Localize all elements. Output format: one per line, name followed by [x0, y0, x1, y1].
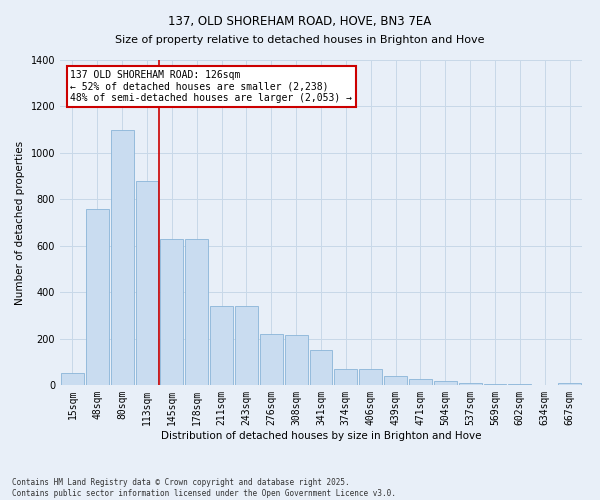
Bar [86, 208, 109, 385]
Bar [111, 130, 134, 385]
Bar [260, 334, 283, 385]
Text: Size of property relative to detached houses in Brighton and Hove: Size of property relative to detached ho… [115, 35, 485, 45]
X-axis label: Distribution of detached houses by size in Brighton and Hove: Distribution of detached houses by size … [161, 430, 481, 440]
Y-axis label: Number of detached properties: Number of detached properties [15, 140, 25, 304]
Text: 137 OLD SHOREHAM ROAD: 126sqm
← 52% of detached houses are smaller (2,238)
48% o: 137 OLD SHOREHAM ROAD: 126sqm ← 52% of d… [70, 70, 352, 103]
Bar [409, 379, 432, 385]
Bar [484, 384, 506, 385]
Bar [459, 382, 482, 385]
Bar [508, 384, 531, 385]
Bar [285, 335, 308, 385]
Bar [61, 374, 84, 385]
Bar [434, 381, 457, 385]
Bar [334, 369, 357, 385]
Bar [136, 180, 158, 385]
Bar [235, 306, 258, 385]
Bar [185, 239, 208, 385]
Bar [160, 239, 183, 385]
Bar [384, 376, 407, 385]
Bar [210, 306, 233, 385]
Bar [558, 383, 581, 385]
Text: 137, OLD SHOREHAM ROAD, HOVE, BN3 7EA: 137, OLD SHOREHAM ROAD, HOVE, BN3 7EA [169, 15, 431, 28]
Bar [359, 369, 382, 385]
Text: Contains HM Land Registry data © Crown copyright and database right 2025.
Contai: Contains HM Land Registry data © Crown c… [12, 478, 396, 498]
Bar [310, 350, 332, 385]
